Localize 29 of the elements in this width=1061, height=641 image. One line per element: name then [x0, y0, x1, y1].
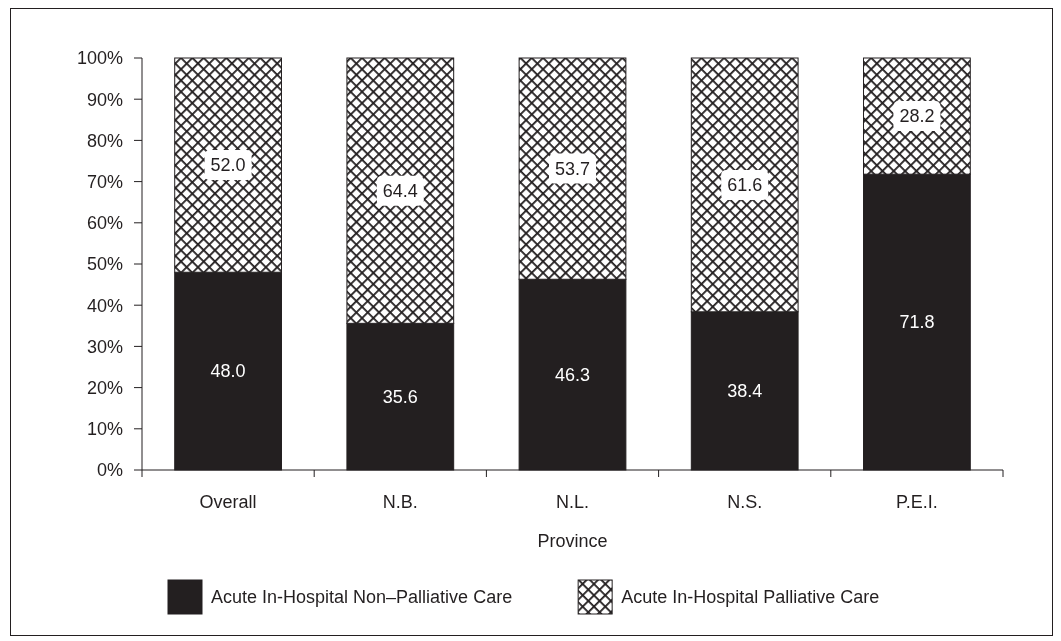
y-tick-label: 40% [86, 295, 123, 316]
data-label: 38.4 [727, 381, 763, 402]
y-tick-label: 30% [86, 336, 123, 357]
y-tick-label: 20% [86, 377, 123, 398]
y-tick-label: 50% [86, 254, 123, 275]
legend-label: Acute In-Hospital Non–Palliative Care [211, 587, 513, 608]
data-label: 71.8 [899, 312, 935, 333]
y-tick-label: 80% [86, 130, 123, 151]
x-tick-label: Overall [199, 492, 257, 513]
y-tick-label: 0% [96, 460, 123, 481]
data-label: 48.0 [210, 361, 246, 382]
data-label: 46.3 [554, 364, 591, 385]
data-label: 52.0 [210, 155, 246, 176]
x-tick-label: N.L. [555, 492, 590, 513]
x-tick-label: N.S. [727, 492, 763, 513]
y-tick-label: 60% [86, 213, 123, 234]
data-label: 35.6 [382, 386, 418, 407]
y-tick-label: 70% [86, 171, 123, 192]
x-tick-label: N.B. [382, 492, 418, 513]
y-tick-label: 90% [86, 89, 123, 110]
data-label: 64.4 [382, 180, 418, 201]
data-label: 61.6 [727, 175, 763, 196]
y-tick-label: 10% [86, 419, 123, 440]
x-axis-title: Province [537, 531, 608, 552]
data-label: 53.7 [554, 158, 591, 179]
legend-label: Acute In-Hospital Palliative Care [621, 587, 880, 608]
y-tick-label: 100% [76, 48, 123, 69]
x-tick-label: P.E.I. [896, 492, 938, 513]
data-label: 28.2 [899, 106, 935, 127]
